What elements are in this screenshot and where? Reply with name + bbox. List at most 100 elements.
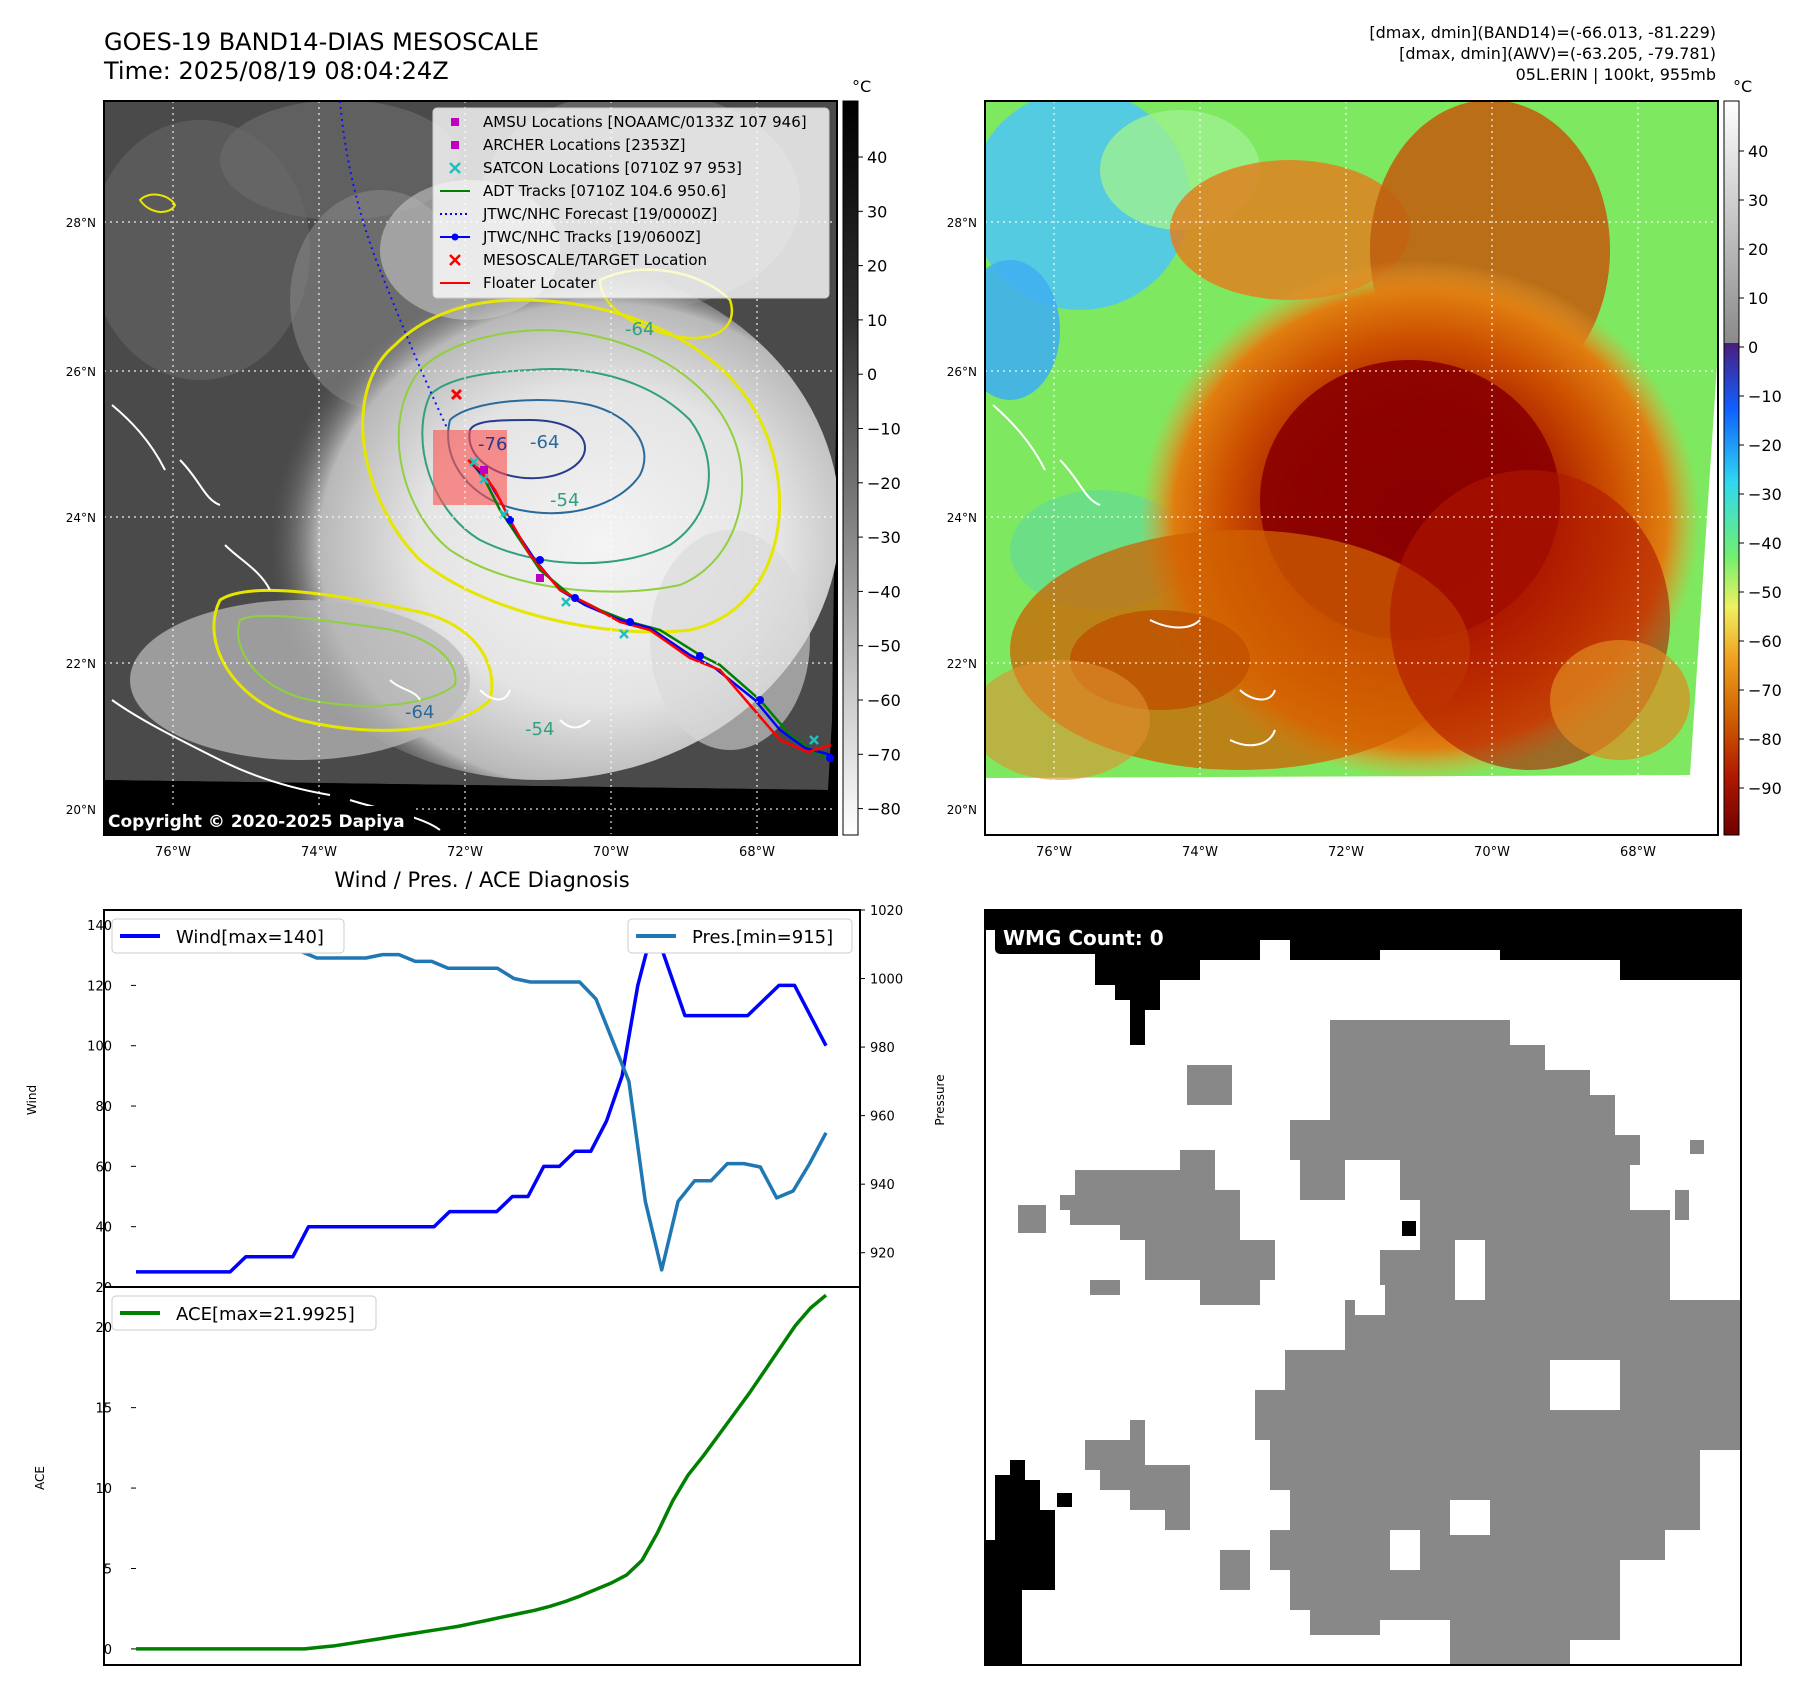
storm-info: 05L.ERIN | 100kt, 955mb	[1516, 65, 1716, 84]
wmg-count: WMG Count: 0	[1003, 926, 1164, 950]
awv-lon-tick-label: 76°W	[1036, 845, 1072, 860]
colorbar-tick-label: −50	[867, 637, 901, 656]
wind-legend-label: Wind[max=140]	[176, 927, 324, 948]
y-tick-label: 140	[87, 919, 112, 934]
copyright: Copyright © 2020-2025 Dapiya	[108, 812, 405, 832]
y-tick-label: 20	[95, 1321, 112, 1336]
colorbar-tick-label: 40	[867, 148, 887, 167]
ace-chart: 0 5 10 15 20	[95, 1286, 861, 1666]
ace-legend: ACE[max=21.9925]	[111, 1295, 377, 1331]
legend-square-marker	[451, 118, 459, 126]
ir-colorbar-unit: °C	[852, 77, 871, 96]
ir-lon-tick-label: 72°W	[447, 845, 483, 860]
legend-x-marker	[449, 162, 461, 174]
pressure-legend: Pres.[min=915]	[627, 918, 853, 954]
ir-legend: AMSU Locations [NOAAMC/0133Z 107 946] ARC…	[432, 107, 830, 299]
y-tick-label: 60	[95, 1160, 112, 1175]
colorbar-tick-label: 20	[1748, 240, 1768, 259]
awv-colorbar: °C 40 30 20 10 0 −10 −20 −30 −40 −50 −60 −70 −80 −90	[1723, 77, 1782, 836]
pressure-legend-label: Pres.[min=915]	[692, 927, 833, 948]
legend-dot	[451, 233, 459, 241]
y-tick-label: 5	[104, 1562, 112, 1577]
ir-lat-tick-label: 22°N	[66, 657, 96, 671]
colorbar-tick-label: −80	[1748, 730, 1782, 749]
legend-entry: ARCHER Locations [2353Z]	[451, 136, 686, 154]
awv-colorbar-unit: °C	[1733, 77, 1752, 96]
colorbar-tick-label: 10	[1748, 289, 1768, 308]
colorbar-tick-label: −60	[1748, 632, 1782, 651]
colorbar-tick-label: −40	[1748, 534, 1782, 553]
legend-entry: SATCON Locations [0710Z 97 953]	[449, 159, 742, 177]
ace-ylabel: ACE	[33, 1466, 47, 1490]
legend-square-marker	[451, 141, 459, 149]
legend-entry: MESOSCALE/TARGET Location	[449, 251, 707, 269]
legend-label: SATCON Locations [0710Z 97 953]	[483, 159, 742, 177]
ir-lat-tick-label: 20°N	[66, 803, 96, 817]
legend-label: ARCHER Locations [2353Z]	[483, 136, 686, 154]
legend-x-marker	[449, 254, 461, 266]
legend-label: MESOSCALE/TARGET Location	[483, 251, 707, 269]
y2-tick-label: 980	[870, 1041, 895, 1056]
colorbar-tick-label: −20	[867, 474, 901, 493]
colorbar-tick-label: 30	[1748, 191, 1768, 210]
legend-entry: ADT Tracks [0710Z 104.6 950.6]	[440, 182, 726, 200]
legend-entry: JTWC/NHC Tracks [19/0600Z]	[440, 228, 701, 246]
wind-pressure-chart: 2040608010012014092094096098010001020	[87, 904, 903, 1296]
colorbar-tick-label: −10	[1748, 387, 1782, 406]
wmg-panel: WMG Count: 0	[984, 909, 1742, 1666]
dmax-band14: [dmax, dmin](BAND14)=(-66.013, -81.229)	[1369, 23, 1716, 42]
figure-time: Time: 2025/08/19 08:04:24Z	[103, 57, 449, 85]
wind-series-line	[136, 923, 828, 1274]
contour-label: -76	[478, 434, 507, 455]
y2-tick-label: 1000	[870, 973, 903, 988]
ace-legend-label: ACE[max=21.9925]	[176, 1304, 355, 1325]
ir-colorbar: °C 40 30 20 10 0 −10 −20 −30 −40 −50 −60 −70 −80	[842, 77, 901, 836]
colorbar-tick-label: −70	[867, 745, 901, 764]
ir-lat-tick-label: 28°N	[66, 216, 96, 230]
contour-label: -54	[525, 719, 554, 740]
y2-tick-label: 940	[870, 1178, 895, 1193]
colorbar-tick-label: 30	[867, 202, 887, 221]
colorbar-tick-label: 0	[1748, 338, 1758, 357]
colorbar-tick-label: −90	[1748, 779, 1782, 798]
awv-lon-tick-label: 72°W	[1328, 845, 1364, 860]
awv-lat-tick-label: 22°N	[947, 657, 977, 671]
mesoscale-target-marker	[450, 388, 463, 401]
legend-label: AMSU Locations [NOAAMC/0133Z 107 946]	[483, 113, 807, 131]
awv-imagery	[985, 101, 1718, 835]
legend-entry: Floater Locater	[440, 274, 597, 292]
colorbar-tick-label: −20	[1748, 436, 1782, 455]
y2-tick-label: 1020	[870, 904, 903, 919]
legend-label: Floater Locater	[483, 274, 597, 292]
contour-label: -64	[530, 432, 559, 453]
contour-label: -64	[625, 319, 654, 340]
y-tick-label: 80	[95, 1100, 112, 1115]
colorbar-tick-label: −40	[867, 582, 901, 601]
dmax-awv: [dmax, dmin](AWV)=(-63.205, -79.781)	[1399, 44, 1716, 63]
contour-label: -64	[405, 702, 434, 723]
ir-lon-tick-label: 68°W	[739, 845, 775, 860]
ir-lon-tick-label: 76°W	[155, 845, 191, 860]
y-tick-label: 10	[95, 1482, 112, 1497]
ace-series-line	[136, 1293, 828, 1651]
y2-tick-label: 960	[870, 1110, 895, 1125]
colorbar-tick-label: −30	[867, 528, 901, 547]
y-tick-label: 120	[87, 979, 112, 994]
ir-lat-tick-label: 24°N	[66, 511, 96, 525]
awv-lat-tick-label: 28°N	[947, 216, 977, 230]
figure-title: GOES-19 BAND14-DIAS MESOSCALE	[104, 28, 539, 56]
colorbar-tick-label: −80	[867, 800, 901, 819]
colorbar-tick-label: 10	[867, 311, 887, 330]
colorbar-tick-label: 20	[867, 257, 887, 276]
awv-lon-tick-label: 74°W	[1182, 845, 1218, 860]
y-tick-label: 40	[95, 1221, 112, 1236]
contour-label: -54	[550, 490, 579, 511]
pressure-ylabel: Pressure	[933, 1074, 947, 1125]
colorbar-tick-label: −60	[867, 691, 901, 710]
y-tick-label: 100	[87, 1040, 112, 1055]
wind-legend: Wind[max=140]	[111, 918, 345, 954]
awv-lat-tick-label: 20°N	[947, 803, 977, 817]
colorbar-tick-label: 40	[1748, 142, 1768, 161]
y-tick-label: 0	[104, 1643, 112, 1658]
